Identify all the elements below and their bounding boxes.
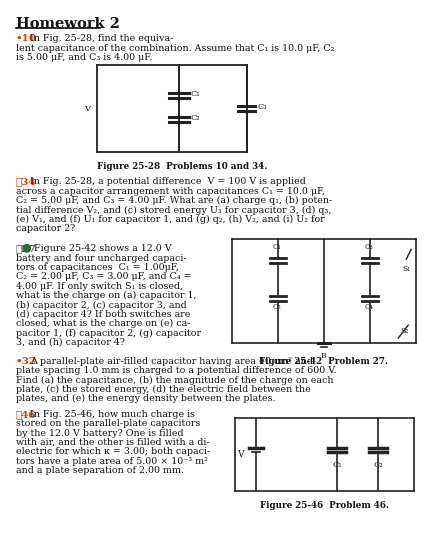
Text: C₃: C₃	[257, 103, 267, 111]
Text: C₄: C₄	[365, 302, 374, 311]
Text: 4.00 μF. If only switch S₁ is closed,: 4.00 μF. If only switch S₁ is closed,	[16, 282, 183, 291]
Text: across a capacitor arrangement with capacitances C₁ = 10.0 μF,: across a capacitor arrangement with capa…	[16, 187, 325, 196]
Text: lent capacitance of the combination. Assume that C₁ is 10.0 μF, C₂: lent capacitance of the combination. Ass…	[16, 43, 334, 53]
Text: tors of capacitances  C₁ = 1.00μF,: tors of capacitances C₁ = 1.00μF,	[16, 263, 179, 272]
Text: C₂: C₂	[373, 461, 383, 469]
Text: C₂: C₂	[191, 115, 200, 122]
Text: by the 12.0 V battery? One is filled: by the 12.0 V battery? One is filled	[16, 428, 184, 438]
Text: electric for which κ = 3.00; both capaci-: electric for which κ = 3.00; both capaci…	[16, 447, 210, 456]
Text: tial difference V₂, and (c) stored energy U₃ for capacitor 3, (d) q₃,: tial difference V₂, and (c) stored energ…	[16, 206, 331, 214]
Text: plate, (c) the stored energy, (d) the electric field between the: plate, (c) the stored energy, (d) the el…	[16, 385, 311, 394]
Text: is 5.00 μF, and C₃ is 4.00 μF.: is 5.00 μF, and C₃ is 4.00 μF.	[16, 53, 152, 62]
Text: Figure 25-46  Problem 46.: Figure 25-46 Problem 46.	[260, 501, 389, 510]
Text: S₁: S₁	[402, 265, 410, 273]
Text: ➒27: ➒27	[16, 244, 37, 254]
Text: plates, and (e) the energy density between the plates.: plates, and (e) the energy density betwe…	[16, 394, 276, 403]
Text: •10: •10	[16, 34, 37, 43]
Text: S₂: S₂	[400, 327, 408, 335]
Text: battery and four uncharged capaci-: battery and four uncharged capaci-	[16, 254, 187, 263]
Text: In Fig. 25-28, a potential difference  V = 100 V is applied: In Fig. 25-28, a potential difference V …	[30, 178, 305, 186]
Text: what is the charge on (a) capacitor 1,: what is the charge on (a) capacitor 1,	[16, 291, 197, 300]
Text: C₃: C₃	[365, 243, 374, 251]
Text: V: V	[85, 105, 90, 112]
Text: Figure 25-28  Problems 10 and 34.: Figure 25-28 Problems 10 and 34.	[97, 162, 267, 171]
Text: and a plate separation of 2.00 mm.: and a plate separation of 2.00 mm.	[16, 466, 184, 475]
Text: Figure 25-42 shows a 12.0 V: Figure 25-42 shows a 12.0 V	[34, 244, 171, 254]
Text: pacitor 1, (f) capacitor 2, (g) capacitor: pacitor 1, (f) capacitor 2, (g) capacito…	[16, 329, 201, 338]
Text: capacitor 2?: capacitor 2?	[16, 224, 75, 233]
Text: In Fig. 25-28, find the equiva-: In Fig. 25-28, find the equiva-	[30, 34, 173, 43]
Text: V: V	[237, 450, 244, 459]
Text: C₁: C₁	[191, 90, 200, 98]
Text: closed, what is the charge on (e) ca-: closed, what is the charge on (e) ca-	[16, 319, 191, 329]
Text: Homework 2: Homework 2	[16, 17, 120, 31]
Text: C₁: C₁	[273, 243, 282, 251]
Text: In Fig. 25-46, how much charge is: In Fig. 25-46, how much charge is	[30, 410, 195, 419]
Text: ➒46: ➒46	[16, 410, 37, 419]
Text: (e) V₁, and (f) U₁ for capacitor 1, and (g) q₂, (h) V₂, and (i) U₂ for: (e) V₁, and (f) U₁ for capacitor 1, and …	[16, 215, 325, 224]
Text: with air, and the other is filled with a di-: with air, and the other is filled with a…	[16, 438, 210, 447]
Text: C₂ = 2.00 μF, C₃ = 3.00 μF, and C₄ =: C₂ = 2.00 μF, C₃ = 3.00 μF, and C₄ =	[16, 273, 191, 281]
Text: ➒34: ➒34	[16, 178, 36, 186]
Text: Figure 25-42  Problem 27.: Figure 25-42 Problem 27.	[259, 357, 388, 365]
Text: A parallel-plate air-filled capacitor having area 40 cm² and: A parallel-plate air-filled capacitor ha…	[30, 357, 313, 365]
Text: tors have a plate area of 5.00 × 10⁻³ m²: tors have a plate area of 5.00 × 10⁻³ m²	[16, 457, 208, 465]
Text: (b) capacitor 2, (c) capacitor 3, and: (b) capacitor 2, (c) capacitor 3, and	[16, 300, 187, 310]
Text: C₁: C₁	[332, 461, 342, 469]
Text: B: B	[321, 352, 327, 360]
Text: C₂ = 5.00 μF, and C₃ = 4.00 μF. What are (a) charge q₁, (b) poten-: C₂ = 5.00 μF, and C₃ = 4.00 μF. What are…	[16, 196, 332, 205]
Text: C₂: C₂	[273, 302, 282, 311]
Text: plate spacing 1.0 mm is charged to a potential difference of 600 V.: plate spacing 1.0 mm is charged to a pot…	[16, 366, 337, 375]
Circle shape	[23, 244, 30, 252]
Text: Find (a) the capacitance, (b) the magnitude of the charge on each: Find (a) the capacitance, (b) the magnit…	[16, 375, 334, 384]
Text: stored on the parallel-plate capacitors: stored on the parallel-plate capacitors	[16, 419, 200, 428]
Text: •32: •32	[16, 357, 37, 365]
Text: (d) capacitor 4? If both switches are: (d) capacitor 4? If both switches are	[16, 310, 191, 319]
Text: 3, and (h) capacitor 4?: 3, and (h) capacitor 4?	[16, 338, 125, 347]
